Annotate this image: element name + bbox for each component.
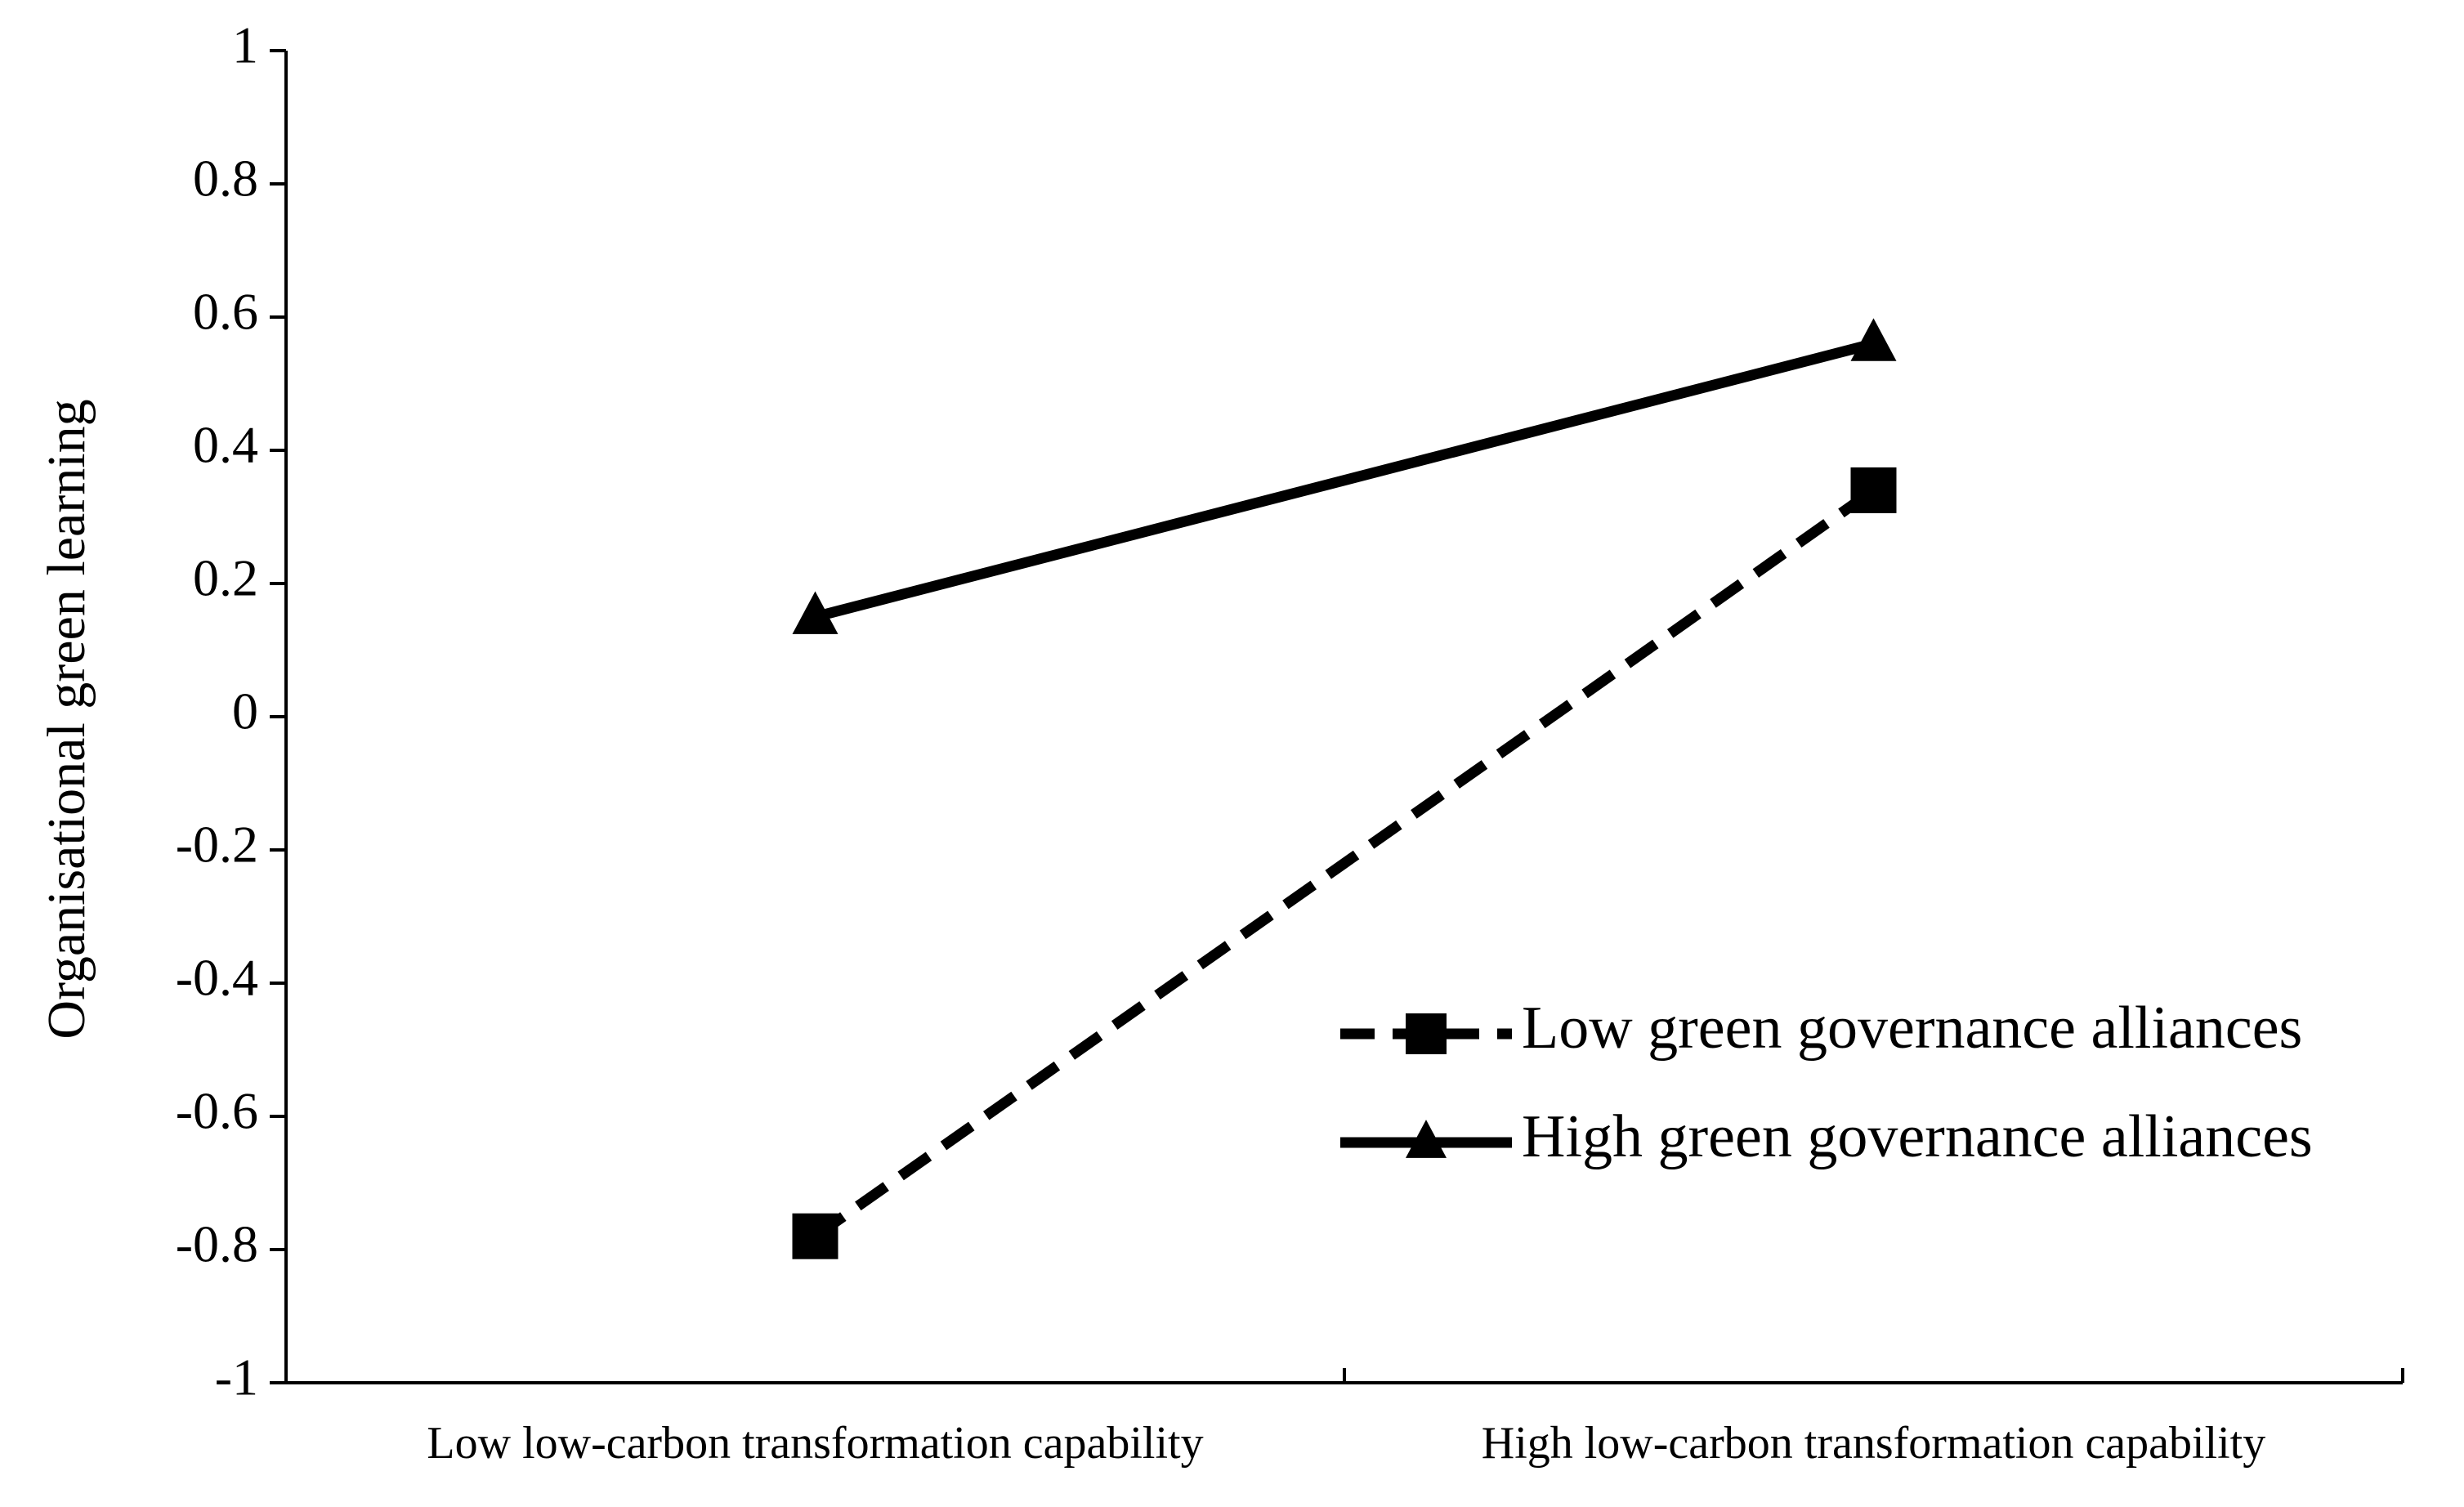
data-point-marker (792, 591, 838, 634)
legend-marker (1406, 1013, 1447, 1054)
y-tick-label: -0.2 (176, 816, 258, 874)
legend-label: Low green governance alliances (1522, 995, 2302, 1062)
y-tick-label: -0.6 (176, 1082, 258, 1140)
y-tick-label: 0.6 (193, 283, 258, 341)
y-ticks: 1 0.8 0.6 0.4 0.2 0 -0.2 -0.4 -0.6 -0.8 -1 (176, 16, 286, 1406)
legend-marker (1406, 1120, 1447, 1158)
legend-entry: Low green governance alliances (1340, 995, 2302, 1062)
y-tick-label: 0.8 (193, 150, 258, 208)
y-tick-label: -0.8 (176, 1215, 258, 1273)
x-categories: Low low-carbon transformation capability… (284, 1368, 2404, 1469)
series-1 (792, 467, 1897, 1259)
series-2 (792, 318, 1897, 634)
series-group (792, 318, 1897, 1259)
y-tick-label: 0.2 (193, 549, 258, 607)
x-category-label: Low low-carbon transformation capability (427, 1418, 1203, 1469)
y-tick-label: -1 (215, 1348, 258, 1406)
y-axis-title: Organisational green learning (37, 399, 96, 1039)
legend: Low green governance alliances High green… (1340, 995, 2313, 1170)
y-tick-label: 0.4 (193, 416, 258, 474)
series-line (813, 338, 1876, 623)
series-line (812, 485, 1877, 1241)
data-point-marker (792, 1213, 838, 1259)
axes (284, 51, 2403, 1384)
y-tick-label: 0 (232, 682, 258, 740)
y-tick-label: -0.4 (176, 949, 258, 1007)
x-category-label: High low-carbon transformation capabilit… (1482, 1418, 2266, 1469)
legend-label: High green governance alliances (1522, 1103, 2313, 1170)
data-point-marker (1850, 467, 1897, 513)
y-tick-label: 1 (232, 16, 258, 74)
data-point-marker (1850, 318, 1897, 361)
legend-entry: High green governance alliances (1340, 1103, 2313, 1170)
